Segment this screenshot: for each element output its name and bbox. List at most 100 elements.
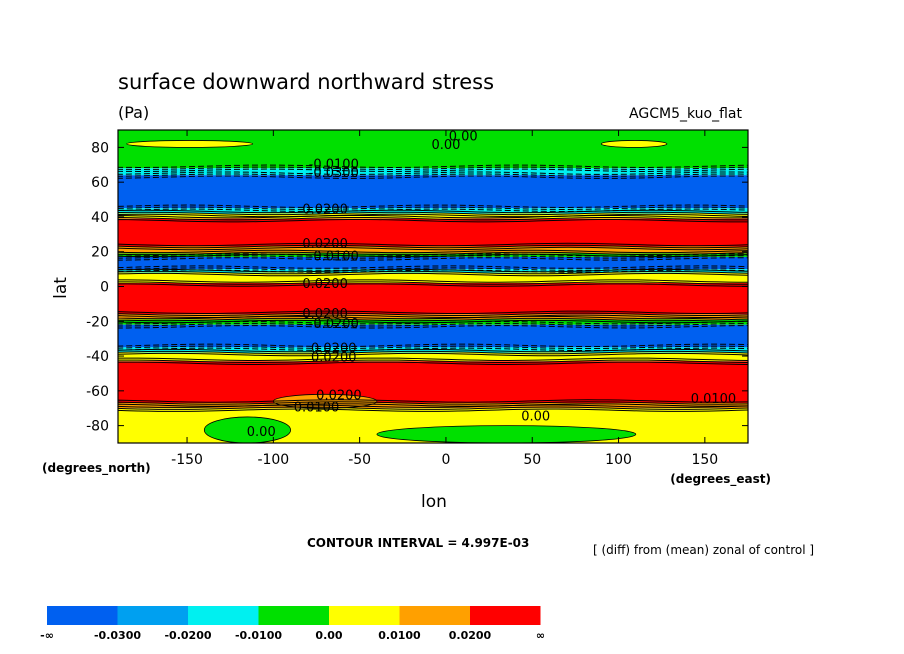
band-17 — [118, 361, 748, 404]
contour-line — [118, 359, 748, 363]
legend-swatch-5 — [399, 606, 470, 625]
patch-2 — [203, 416, 291, 443]
contour-line — [118, 218, 748, 223]
contour-line — [118, 244, 748, 249]
contour-line — [118, 164, 748, 168]
contour-label-10: 0.0200 — [311, 342, 357, 357]
contour-line — [118, 352, 748, 357]
contour-line — [118, 213, 748, 218]
contour-line — [118, 345, 748, 350]
contour-line — [118, 216, 748, 221]
band-11 — [118, 283, 748, 315]
x-axis-ticks: -150 -100 -50 0 50 100 150 — [171, 130, 718, 468]
contour-label-12: 0.0200 — [316, 389, 362, 404]
band-2 — [118, 175, 748, 209]
contour-line — [118, 283, 748, 287]
contour-line — [118, 408, 748, 412]
legend-label-7: ∞ — [536, 629, 545, 642]
model-label: AGCM5_kuo_flat — [629, 106, 742, 122]
contour-line — [118, 348, 748, 353]
contour-line — [118, 257, 748, 261]
contour-line — [118, 317, 748, 322]
band-0 — [118, 130, 748, 169]
contour-label-1: 0.00 — [431, 138, 460, 153]
x-tick-label: -100 — [257, 452, 289, 468]
contour-line — [118, 343, 748, 348]
band-9 — [118, 269, 748, 273]
contour-line — [118, 310, 748, 315]
legend-swatch-2 — [188, 606, 259, 625]
legend-swatch-4 — [329, 606, 400, 625]
y-tick-label: 80 — [91, 140, 109, 156]
contour-line — [118, 323, 748, 327]
contour-line — [118, 265, 748, 269]
y-tick-label: 40 — [91, 210, 109, 226]
contour-line — [118, 325, 748, 329]
contour-line — [118, 279, 748, 283]
contour-line — [118, 246, 748, 251]
y-tick-label: -60 — [86, 384, 109, 400]
band-5 — [118, 218, 748, 247]
y-tick-label: -20 — [86, 314, 109, 330]
contour-label-3: -0.0300 — [309, 166, 359, 181]
contour-label-7: 0.0200 — [302, 277, 348, 292]
contour-line — [118, 204, 748, 208]
x-tick-label: 150 — [691, 452, 718, 468]
contour-line — [118, 269, 748, 273]
contour-label-11: 0.0200 — [311, 350, 357, 365]
contour-line — [118, 166, 748, 170]
contour-line — [118, 173, 748, 177]
y-tick-label: -80 — [86, 419, 109, 435]
contour-label-14: 0.0100 — [691, 392, 737, 407]
x-units-label: (degrees_east) — [670, 472, 771, 487]
contour-line — [118, 242, 748, 247]
contour-line — [118, 321, 748, 325]
plot-area: 0.000.00-0.0100-0.03000.02000.0200-0.010… — [118, 129, 748, 443]
y-tick-label: 20 — [91, 245, 109, 261]
x-tick-label: 100 — [605, 452, 632, 468]
y-axis-ticks: 80 60 40 20 0 -20 -40 -60 -80 — [86, 140, 748, 435]
color-legend: -∞ -0.0300 -0.0200 -0.0100 0.00 0.0100 0.0200 ∞ — [40, 606, 545, 642]
contour-label-16: 0.00 — [247, 425, 276, 440]
y-axis-label: lat — [51, 277, 71, 299]
contour-line — [118, 399, 748, 403]
legend-label-0: -∞ — [40, 629, 54, 642]
contour-line — [118, 253, 748, 257]
legend-label-2: -0.0200 — [164, 629, 211, 642]
x-axis-label: lon — [421, 492, 447, 512]
legend-label-6: 0.0200 — [449, 629, 492, 642]
contour-labels-layer: 0.000.00-0.0100-0.03000.02000.0200-0.010… — [247, 129, 737, 440]
contour-label-15: 0.00 — [521, 409, 550, 424]
contour-line — [118, 267, 748, 271]
contour-interval-text: CONTOUR INTERVAL = 4.997E-03 — [307, 536, 529, 550]
units-label: (Pa) — [118, 103, 149, 122]
contour-line — [118, 175, 748, 179]
legend-label-1: -0.0300 — [94, 629, 141, 642]
contour-line — [118, 206, 748, 210]
contours-layer — [118, 164, 748, 412]
band-15 — [118, 347, 748, 353]
x-tick-label: -150 — [171, 452, 203, 468]
contour-line — [118, 401, 748, 405]
contour-line — [118, 211, 748, 216]
contour-line — [118, 249, 748, 254]
contour-line — [118, 272, 748, 277]
legend-label-5: 0.0100 — [378, 629, 421, 642]
y-tick-label: 0 — [100, 280, 109, 296]
x-tick-label: 50 — [523, 452, 541, 468]
band-16 — [118, 352, 748, 362]
contour-line — [118, 268, 748, 273]
contour-label-0: 0.00 — [449, 129, 478, 144]
contour-line — [118, 255, 748, 259]
contour-line — [118, 350, 748, 355]
contour-line — [118, 209, 748, 214]
contour-label-2: -0.0100 — [309, 157, 359, 172]
patch-0 — [126, 140, 254, 148]
contour-label-8: 0.0200 — [302, 307, 348, 322]
contour-line — [118, 357, 748, 361]
contour-label-4: 0.0200 — [302, 202, 348, 217]
legend-label-4: 0.00 — [315, 629, 342, 642]
band-1 — [118, 168, 748, 176]
contour-line — [118, 168, 748, 172]
